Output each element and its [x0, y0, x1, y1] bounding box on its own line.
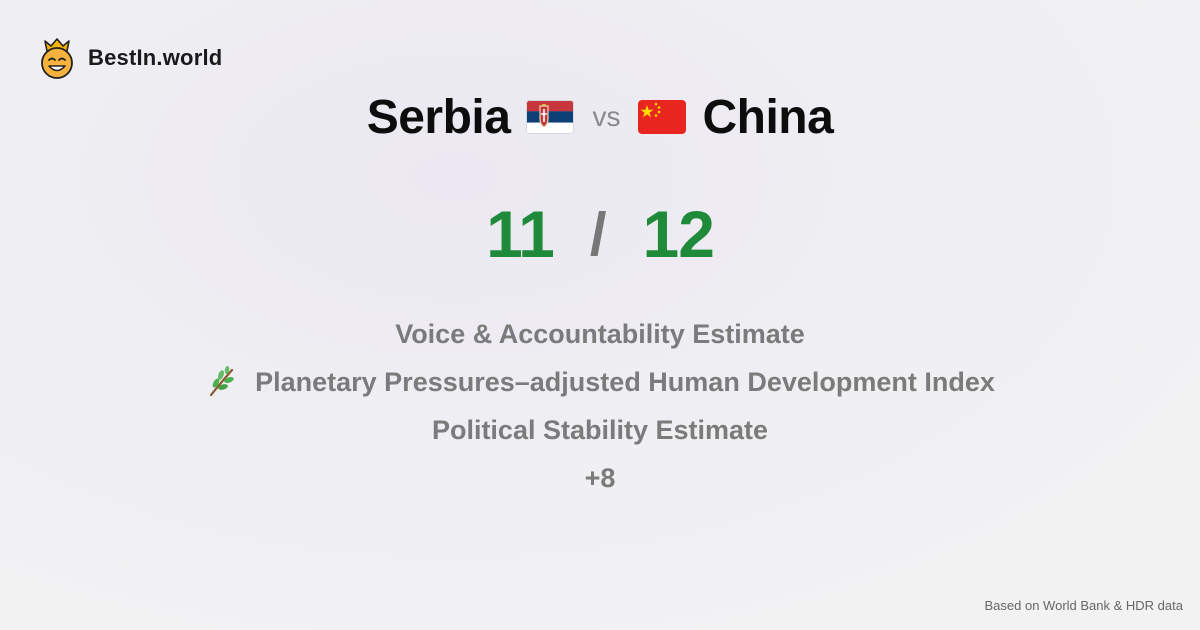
- metric-item: Voice & Accountability Estimate: [395, 310, 805, 358]
- metric-item: Political Stability Estimate: [432, 406, 768, 454]
- leaf-branch-icon: [210, 366, 234, 397]
- brand[interactable]: BestIn.world: [38, 36, 222, 80]
- metric-list: Voice & Accountability Estimate Planetar…: [0, 310, 1200, 502]
- more-metrics-count: +8: [585, 454, 616, 502]
- china-flag-icon: [638, 100, 687, 134]
- metric-label: Political Stability Estimate: [431, 414, 769, 445]
- brand-name: BestIn.world: [88, 45, 223, 70]
- crown-smiley-icon: [41, 38, 73, 79]
- right-country-name[interactable]: China: [702, 90, 834, 144]
- metric-item: Planetary Pressures–adjusted Human Devel…: [205, 358, 995, 406]
- left-score: 11: [486, 197, 555, 271]
- metric-label: Voice & Accountability Estimate: [395, 318, 805, 349]
- right-score: 12: [642, 197, 715, 271]
- metric-label: Planetary Pressures–adjusted Human Devel…: [255, 366, 995, 397]
- metric-label: +8: [584, 462, 616, 493]
- left-country-name[interactable]: Serbia: [366, 90, 511, 144]
- vs-label: vs: [592, 101, 621, 132]
- score-display: 11 / 12: [0, 196, 1200, 272]
- serbia-flag-icon: [526, 100, 575, 134]
- score-separator: /: [589, 200, 607, 268]
- country-matchup: Serbia vs China: [0, 86, 1200, 148]
- data-source-note: Based on World Bank & HDR data: [984, 598, 1183, 613]
